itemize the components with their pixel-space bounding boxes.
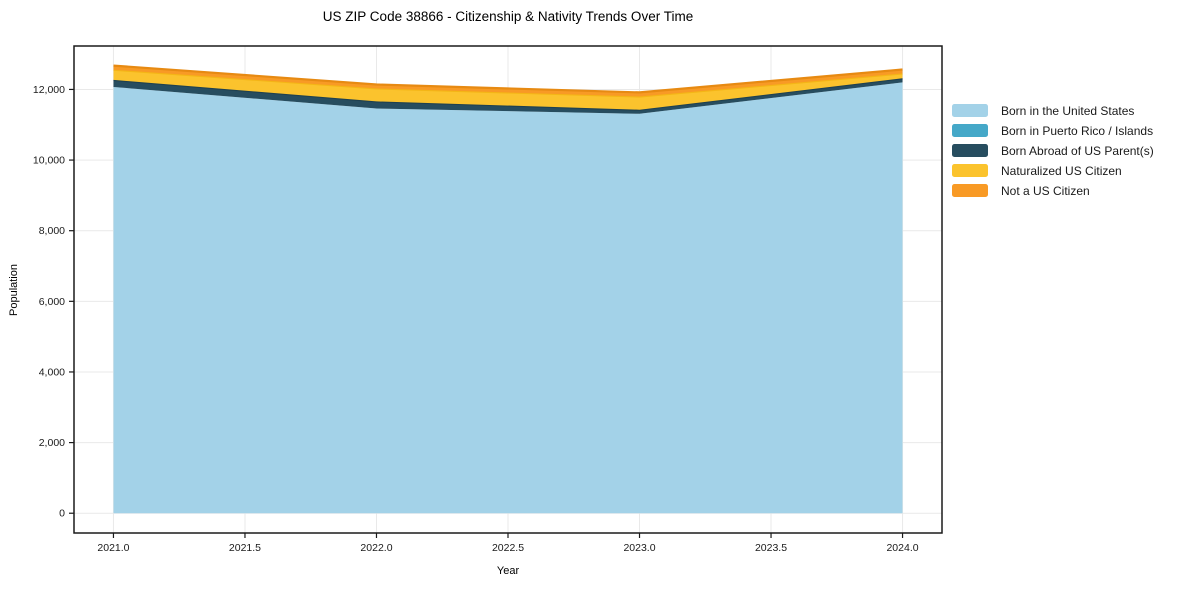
x-tick-label: 2022.5: [492, 542, 524, 554]
legend-label: Born in Puerto Rico / Islands: [1001, 123, 1154, 138]
legend-swatch: [952, 164, 988, 177]
x-tick-label: 2021.5: [229, 542, 261, 554]
legend-swatch: [952, 184, 988, 197]
y-tick-label: 8,000: [39, 225, 65, 237]
legend-item: Not a US Citizen: [952, 183, 1154, 198]
area-band-edge: [113, 64, 903, 94]
legend-label: Not a US Citizen: [1001, 183, 1090, 198]
x-tick-label: 2023.5: [755, 542, 787, 554]
legend-swatch: [952, 104, 988, 117]
area-band: [113, 82, 903, 514]
legend-item: Born in Puerto Rico / Islands: [952, 123, 1154, 138]
y-tick-label: 12,000: [33, 84, 65, 96]
legend-swatch: [952, 124, 988, 137]
legend-label: Naturalized US Citizen: [1001, 163, 1122, 178]
x-axis-label: Year: [496, 565, 520, 577]
legend-label: Born in the United States: [1001, 103, 1135, 118]
chart-title: US ZIP Code 38866 - Citizenship & Nativi…: [322, 9, 694, 24]
chart-legend: Born in the United States Born in Puerto …: [952, 103, 1154, 198]
area-band: [113, 69, 903, 110]
y-tick-label: 10,000: [33, 155, 65, 167]
legend-item: Born in the United States: [952, 103, 1154, 118]
legend-label: Born Abroad of US Parent(s): [1001, 143, 1154, 158]
x-tick-label: 2023.0: [623, 542, 655, 554]
x-tick-label: 2024.0: [886, 542, 918, 554]
x-tick-label: 2022.0: [360, 542, 392, 554]
y-tick-label: 4,000: [39, 366, 65, 378]
x-tick-label: 2021.0: [97, 542, 129, 554]
area-band: [113, 78, 903, 114]
legend-swatch: [952, 144, 988, 157]
y-tick-label: 2,000: [39, 437, 65, 449]
area-band: [113, 65, 903, 97]
y-tick-label: 0: [59, 508, 65, 520]
y-tick-label: 6,000: [39, 296, 65, 308]
legend-item: Naturalized US Citizen: [952, 163, 1154, 178]
legend-item: Born Abroad of US Parent(s): [952, 143, 1154, 158]
